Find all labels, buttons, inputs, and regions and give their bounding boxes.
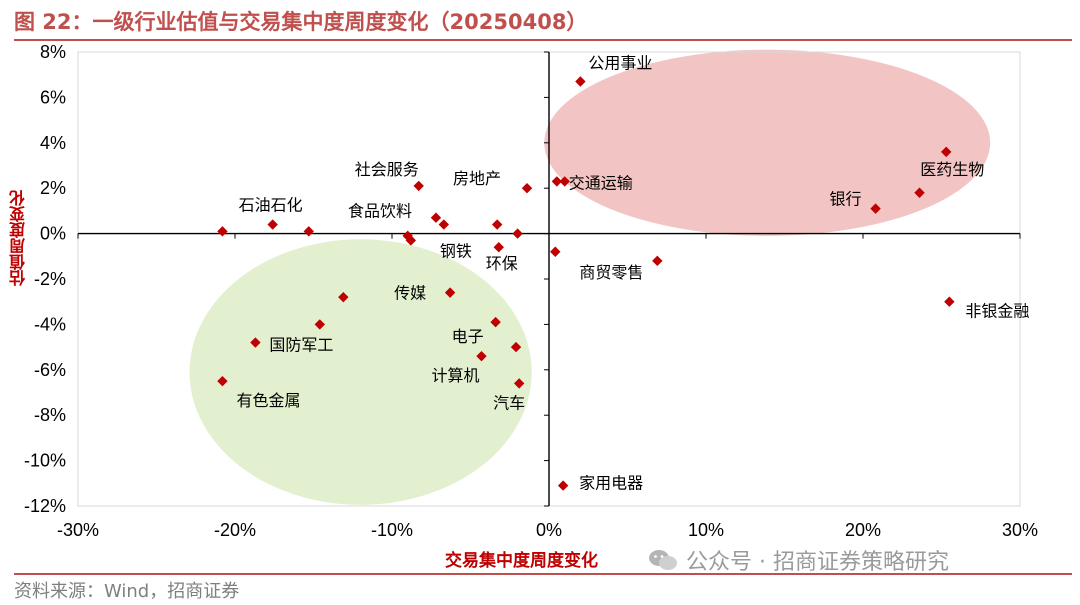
point-label: 石油石化 bbox=[239, 196, 303, 215]
x-tick-label: 10% bbox=[688, 520, 724, 540]
y-tick-label: -12% bbox=[24, 496, 66, 516]
data-point bbox=[944, 296, 955, 307]
point-label: 食品饮料 bbox=[348, 202, 412, 221]
point-label: 银行 bbox=[830, 190, 862, 209]
point-label: 国防军工 bbox=[269, 336, 333, 355]
y-tick-label: 6% bbox=[40, 87, 66, 107]
footer-rule bbox=[14, 573, 1072, 575]
point-label: 电子 bbox=[452, 327, 484, 346]
highlight-regions bbox=[189, 49, 991, 505]
figure-title: 图 22：一级行业估值与交易集中度周度变化（20250408） bbox=[14, 10, 588, 34]
x-tick-label: -20% bbox=[214, 520, 256, 540]
data-point bbox=[405, 235, 417, 246]
y-tick-label: -4% bbox=[34, 314, 66, 334]
x-tick-label: 20% bbox=[845, 520, 881, 540]
data-point bbox=[914, 187, 925, 198]
data-point bbox=[510, 341, 522, 353]
x-tick-label: 0% bbox=[536, 520, 562, 540]
point-label: 公用事业 bbox=[588, 54, 652, 73]
point-label: 医药生物 bbox=[920, 160, 984, 179]
x-tick-label: -30% bbox=[57, 520, 99, 540]
data-point bbox=[438, 219, 450, 230]
point-label: 家用电器 bbox=[579, 474, 643, 493]
data-point bbox=[314, 319, 325, 330]
y-tick-label: -2% bbox=[34, 269, 66, 289]
point-label: 非银金融 bbox=[965, 302, 1029, 321]
x-axis-title: 交易集中度周度变化 bbox=[445, 551, 598, 571]
lower-left-cluster-region bbox=[189, 239, 532, 505]
upper-right-cluster-region bbox=[544, 49, 991, 236]
y-tick-label: -6% bbox=[34, 360, 66, 380]
data-point bbox=[338, 291, 349, 303]
data-point bbox=[217, 375, 228, 387]
title-rule bbox=[14, 39, 1072, 41]
data-point bbox=[941, 146, 952, 158]
axes bbox=[77, 51, 1021, 507]
y-axis-title: 估值周度变化 bbox=[9, 190, 28, 286]
point-label: 社会服务 bbox=[355, 160, 419, 179]
data-point bbox=[493, 242, 504, 253]
data-point bbox=[267, 219, 278, 230]
x-tick-label: 30% bbox=[1002, 520, 1038, 540]
watermark: 公众号 · 招商证券策略研究 bbox=[648, 544, 949, 576]
data-point bbox=[444, 287, 456, 298]
data-point bbox=[551, 176, 563, 187]
data-point bbox=[550, 246, 561, 257]
data-point bbox=[575, 76, 586, 87]
watermark-text: 公众号 · 招商证券策略研究 bbox=[686, 550, 949, 575]
data-point bbox=[559, 176, 570, 187]
data-point bbox=[557, 480, 569, 491]
point-label: 传媒 bbox=[394, 284, 426, 303]
point-label: 商贸零售 bbox=[579, 263, 643, 282]
point-label: 环保 bbox=[486, 254, 518, 273]
y-tick-label: 0% bbox=[40, 224, 66, 244]
data-point bbox=[870, 203, 881, 214]
data-point bbox=[476, 350, 487, 362]
point-label: 有色金属 bbox=[236, 391, 300, 410]
x-tick-label: -10% bbox=[371, 520, 413, 540]
wechat-icon bbox=[649, 550, 677, 570]
data-point bbox=[513, 378, 525, 389]
data-point bbox=[250, 337, 261, 348]
data-point bbox=[491, 219, 503, 230]
tick-labels: 8% 6% 4% 2% 0% -2% -4% -6% -8% -10% -12% -30% -20% -1… bbox=[24, 42, 1038, 540]
y-tick-label: -10% bbox=[24, 451, 66, 471]
point-label: 交通运输 bbox=[569, 173, 633, 192]
data-point bbox=[490, 316, 501, 328]
data-points bbox=[217, 76, 955, 491]
data-point bbox=[521, 183, 533, 194]
point-label: 计算机 bbox=[431, 366, 479, 385]
y-tick-label: 2% bbox=[40, 178, 66, 198]
point-label: 房地产 bbox=[453, 169, 501, 188]
point-label: 钢铁 bbox=[440, 241, 472, 260]
source-note: 资料来源：Wind，招商证券 bbox=[14, 581, 240, 602]
y-tick-label: 8% bbox=[40, 42, 66, 62]
data-point bbox=[512, 228, 523, 239]
point-label: 汽车 bbox=[493, 393, 525, 412]
data-point bbox=[652, 255, 663, 267]
y-tick-label: -8% bbox=[34, 405, 66, 425]
y-tick-label: 4% bbox=[40, 133, 66, 153]
data-point bbox=[217, 226, 228, 237]
data-point bbox=[430, 212, 442, 223]
data-point bbox=[413, 180, 424, 192]
data-point bbox=[303, 226, 314, 237]
